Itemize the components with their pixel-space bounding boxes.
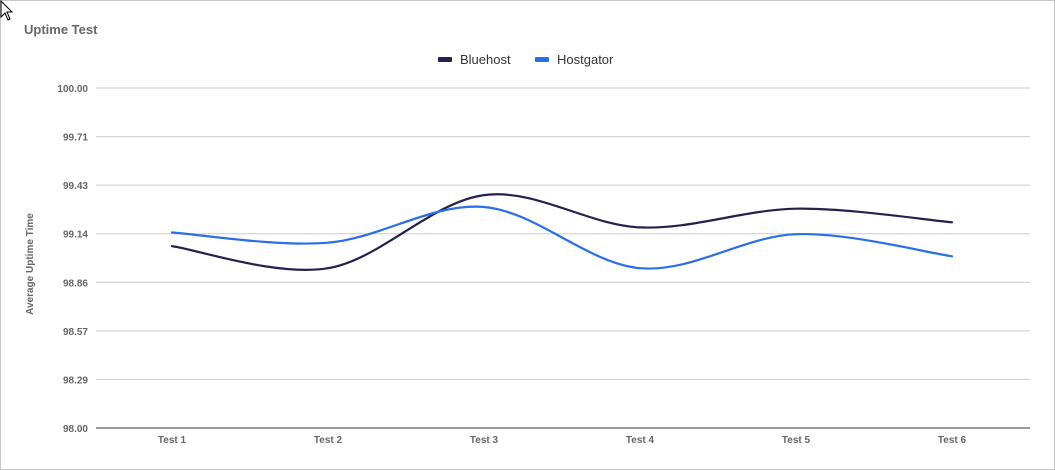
legend-swatch — [438, 57, 452, 62]
y-tick-label: 98.57 — [63, 327, 88, 338]
y-tick-label: 100.00 — [57, 84, 88, 95]
mouse-cursor-icon — [0, 0, 14, 21]
x-tick-label: Test 2 — [314, 435, 343, 446]
y-tick-label: 99.14 — [63, 230, 88, 241]
y-tick-label: 99.71 — [63, 133, 88, 144]
y-tick-label: 98.00 — [63, 424, 88, 435]
legend-swatch — [535, 57, 549, 62]
x-tick-label: Test 6 — [938, 435, 967, 446]
x-tick-label: Test 5 — [782, 435, 811, 446]
chart-title: Uptime Test — [24, 22, 98, 37]
series-line-bluehost — [170, 193, 954, 271]
x-tick-label: Test 4 — [626, 435, 655, 446]
y-tick-label: 98.29 — [63, 375, 88, 386]
y-axis-ticks: 100.00 99.71 99.43 99.14 98.86 98.57 98.29 98.0… — [57, 84, 88, 435]
y-tick-label: 98.86 — [63, 278, 88, 289]
y-tick-label: 99.43 — [63, 181, 88, 192]
x-tick-label: Test 3 — [470, 435, 499, 446]
legend-label: Hostgator — [557, 52, 614, 67]
legend: Bluehost Hostgator — [438, 52, 614, 67]
legend-label: Bluehost — [460, 52, 511, 67]
x-tick-label: Test 1 — [158, 435, 187, 446]
series-line-hostgator — [170, 205, 954, 270]
grid-lines — [96, 87, 1030, 429]
y-axis-label: Average Uptime Time — [25, 213, 36, 315]
series-lines — [170, 193, 954, 271]
x-axis-ticks: Test 1 Test 2 Test 3 Test 4 Test 5 Test 6 — [158, 435, 967, 446]
